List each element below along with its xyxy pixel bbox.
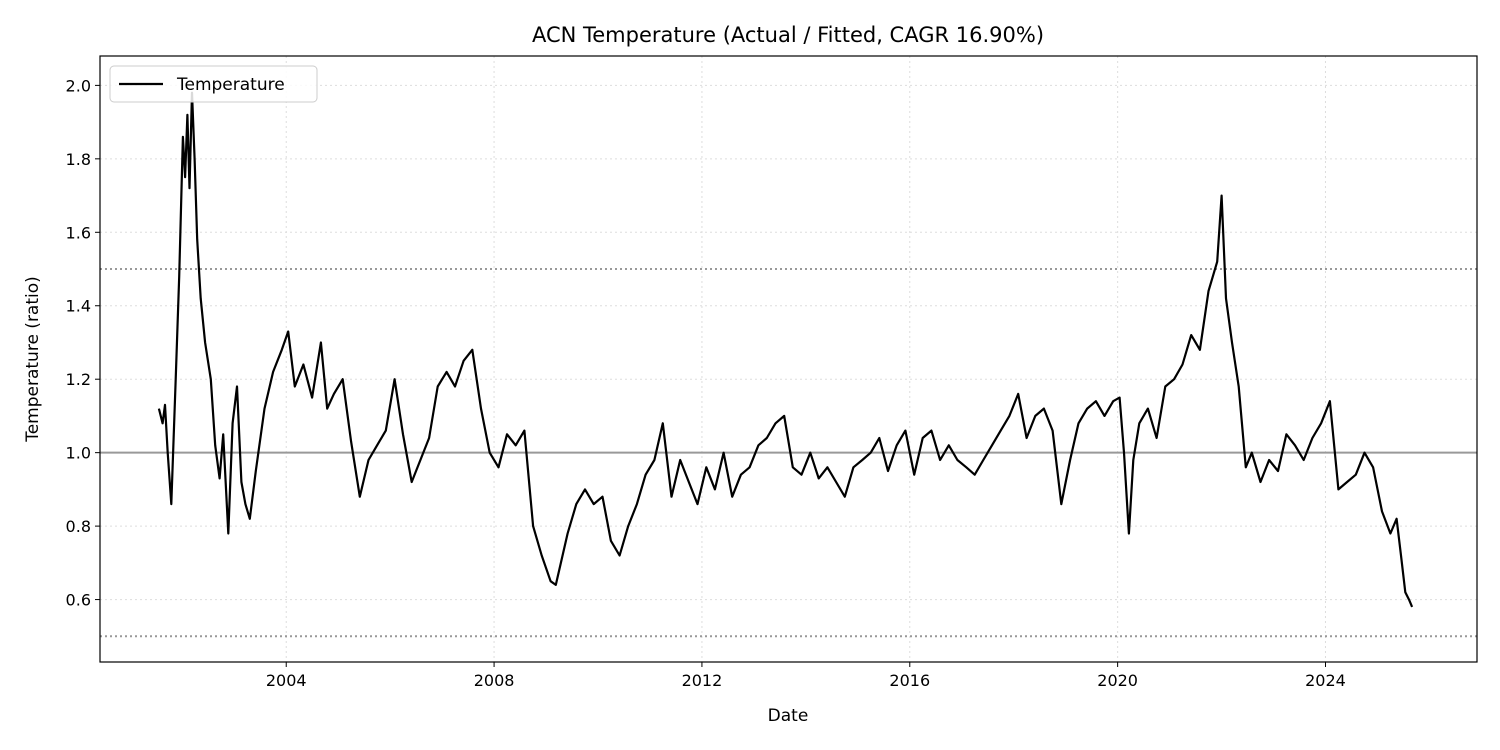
series-line-temperature (157, 91, 1414, 608)
reference-lines (100, 268, 1477, 638)
x-axis-ticks: 2004 2008 2012 2016 2020 2024 (266, 662, 1346, 690)
grid-lines (100, 56, 1477, 662)
y-tick-label: 0.8 (66, 517, 91, 536)
plot-frame (99, 55, 1478, 663)
chart-title: ACN Temperature (Actual / Fitted, CAGR 1… (532, 23, 1044, 47)
y-axis-ticks: 0.6 0.8 1.0 1.2 1.4 1.6 1.8 2.0 (66, 76, 100, 610)
y-tick-label: 1.2 (66, 370, 91, 389)
y-tick-label: 1.6 (66, 223, 91, 242)
x-tick-label: 2008 (474, 671, 515, 690)
x-tick-label: 2020 (1097, 671, 1138, 690)
legend-label-temperature: Temperature (176, 75, 285, 95)
x-axis-label: Date (768, 706, 809, 726)
y-tick-label: 1.0 (66, 444, 91, 463)
x-tick-label: 2024 (1305, 671, 1346, 690)
x-tick-label: 2016 (889, 671, 930, 690)
y-axis-label: Temperature (ratio) (23, 276, 43, 443)
series-layer (157, 91, 1414, 608)
legend: Temperature (109, 65, 318, 103)
y-tick-label: 1.8 (66, 150, 91, 169)
legend-box (109, 65, 318, 103)
y-tick-label: 2.0 (66, 76, 91, 95)
x-tick-label: 2012 (682, 671, 723, 690)
y-tick-label: 0.6 (66, 591, 91, 610)
x-tick-label: 2004 (266, 671, 307, 690)
y-tick-label: 1.4 (66, 297, 91, 316)
